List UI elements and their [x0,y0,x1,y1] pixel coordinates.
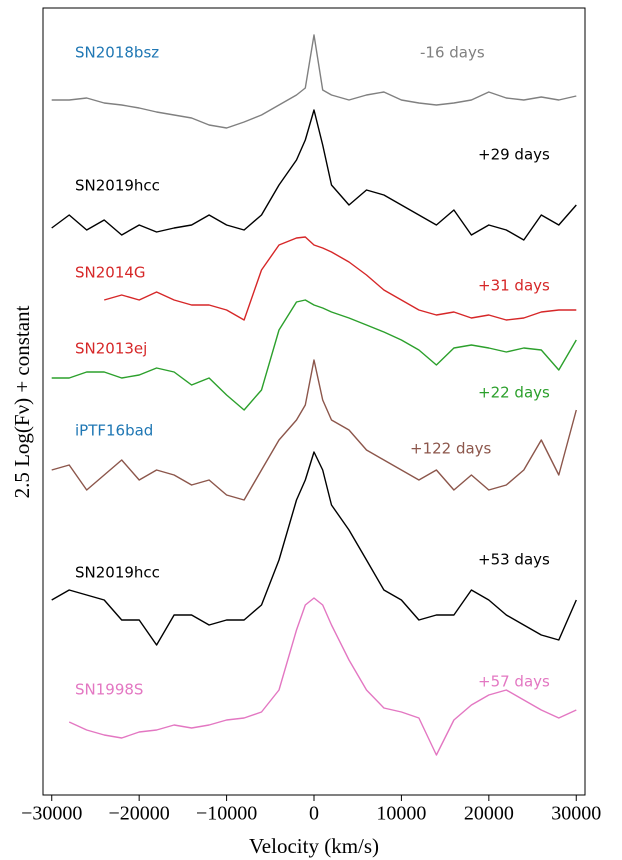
x-axis-label: Velocity (km/s) [249,834,379,858]
series-name: iPTF16bad [75,422,153,440]
series-name: SN2014G [75,264,146,282]
series-phase: -16 days [420,44,485,62]
x-tick-label: 20000 [464,803,514,825]
spectrum-line [51,299,577,411]
spectrum-line [51,109,577,241]
x-tick-label: −30000 [21,803,82,825]
series-name: SN1998S [75,681,143,699]
series-name: SN2019hcc [75,177,160,195]
series-phase: +122 days [410,440,492,458]
spectrum-line [104,236,577,321]
series-name: SN2013ej [75,340,147,358]
x-tick-label: 30000 [551,803,601,825]
series-phase: +57 days [478,673,550,691]
spectrum-line [51,359,577,501]
spectrum-line [51,451,577,646]
series-phase: +53 days [478,551,550,569]
series-phase: +29 days [478,146,550,164]
spectrum-line [68,597,577,756]
x-tick-label: 0 [309,803,319,825]
spectrum-line [51,34,577,129]
series-name: SN2018bsz [75,44,159,62]
x-tick-label: 10000 [376,803,426,825]
series-phase: +31 days [478,277,550,295]
x-tick-label: −20000 [109,803,170,825]
x-tick-label: −10000 [196,803,257,825]
series-name: SN2019hcc [75,564,160,582]
series-phase: +22 days [478,384,550,402]
y-axis-label: 2.5 Log(Fν) + constant [10,305,34,498]
